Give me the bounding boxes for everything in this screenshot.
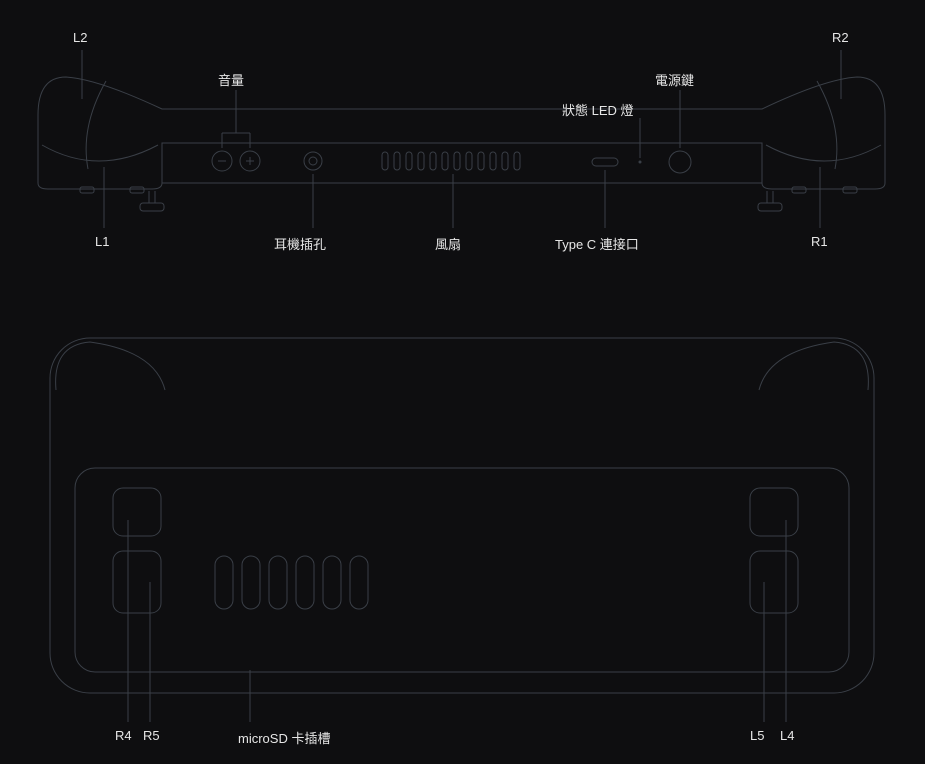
label-r2: R2 <box>832 30 849 45</box>
label-microsd: microSD 卡插槽 <box>238 728 330 747</box>
label-r4: R4 <box>115 728 132 743</box>
label-fan: 風扇 <box>435 234 461 253</box>
label-r1: R1 <box>811 234 828 249</box>
label-typec: Type C 連接口 <box>555 234 639 253</box>
label-led: 狀態 LED 燈 <box>562 100 634 119</box>
label-volume: 音量 <box>218 70 244 89</box>
label-headphone: 耳機插孔 <box>274 234 326 253</box>
label-l1: L1 <box>95 234 109 249</box>
label-l5: L5 <box>750 728 764 743</box>
label-power: 電源鍵 <box>655 70 694 89</box>
label-r5: R5 <box>143 728 160 743</box>
label-l2: L2 <box>73 30 87 45</box>
label-l4: L4 <box>780 728 794 743</box>
